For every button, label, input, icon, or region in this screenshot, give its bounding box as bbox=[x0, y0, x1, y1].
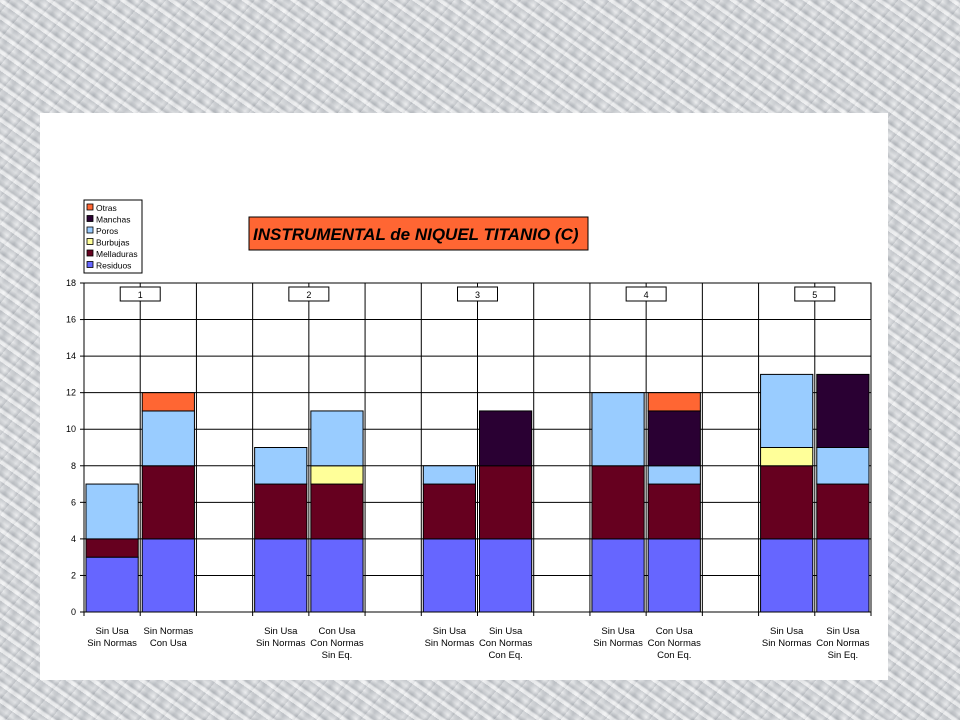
group-label-box bbox=[119, 286, 161, 302]
bar-segment-residuos bbox=[591, 538, 645, 613]
y-tick-label: 18 bbox=[66, 278, 76, 288]
x-category-label: Sin Usa Sin Normas bbox=[762, 626, 812, 649]
bar-segment-otras bbox=[141, 392, 195, 412]
bar-segment-poros bbox=[422, 465, 476, 485]
legend-label: Burbujas bbox=[96, 238, 130, 248]
legend-swatch-poros bbox=[86, 226, 94, 234]
bar-segment-poros bbox=[310, 410, 364, 467]
bar-segment-residuos bbox=[85, 556, 139, 613]
y-tick-label: 14 bbox=[66, 351, 76, 361]
group-label-box bbox=[457, 286, 498, 302]
bar-segment-poros bbox=[141, 410, 195, 467]
legend-label: Melladuras bbox=[96, 249, 138, 259]
bar-segment-manchas bbox=[816, 373, 870, 448]
bar-segment-burbujas bbox=[310, 465, 364, 485]
group-label: 1 bbox=[138, 290, 143, 300]
bar-segment-residuos bbox=[816, 538, 870, 613]
group-label: 3 bbox=[475, 290, 480, 300]
x-category-label: Sin Usa Sin Normas bbox=[87, 626, 137, 649]
x-category-label: Sin Usa Sin Normas bbox=[256, 626, 306, 649]
bar-segment-melladuras bbox=[422, 483, 476, 540]
y-tick-label: 6 bbox=[71, 497, 76, 507]
y-tick-label: 2 bbox=[71, 570, 76, 580]
bar-segment-melladuras bbox=[647, 483, 701, 540]
chart-title: INSTRUMENTAL de NIQUEL TITANIO (C) bbox=[253, 225, 579, 244]
x-category-label: Sin Usa Con Normas Sin Eq. bbox=[816, 626, 870, 661]
bar-segment-poros bbox=[254, 447, 308, 485]
bar-segment-residuos bbox=[479, 538, 533, 613]
legend-label: Otras bbox=[96, 203, 117, 213]
legend-swatch-residuos bbox=[86, 261, 94, 268]
bar-segment-residuos bbox=[422, 538, 476, 613]
bar-segment-manchas bbox=[647, 410, 701, 467]
group-label: 5 bbox=[812, 290, 817, 300]
bar-segment-burbujas bbox=[760, 447, 814, 467]
bar-segment-poros bbox=[760, 373, 814, 448]
chart-panel: INSTRUMENTAL de NIQUEL TITANIO (C) Otras… bbox=[40, 113, 888, 680]
legend-swatch-manchas bbox=[86, 215, 94, 222]
y-tick-label: 16 bbox=[66, 315, 76, 325]
group-label: 2 bbox=[306, 290, 311, 300]
x-category-label: Con Usa Con Normas Sin Eq. bbox=[310, 626, 364, 661]
legend-label: Manchas bbox=[96, 215, 131, 225]
y-tick-label: 10 bbox=[66, 424, 76, 434]
y-tick-label: 4 bbox=[71, 534, 76, 544]
x-category-label: Sin Usa Con Normas Con Eq. bbox=[479, 626, 533, 661]
x-category-label: Sin Usa Sin Normas bbox=[425, 626, 475, 649]
x-category-label: Con Usa Con Normas Con Eq. bbox=[648, 626, 702, 661]
bar-segment-residuos bbox=[310, 538, 364, 613]
y-tick-label: 12 bbox=[66, 388, 76, 398]
legend-swatch-otras bbox=[86, 203, 94, 211]
group-label-box bbox=[288, 286, 330, 302]
bar-segment-residuos bbox=[647, 538, 701, 613]
bar-segment-poros bbox=[816, 447, 870, 485]
stacked-bar-chart: INSTRUMENTAL de NIQUEL TITANIO (C) Otras… bbox=[66, 199, 872, 661]
y-tick-label: 8 bbox=[71, 461, 76, 471]
bar-segment-poros bbox=[591, 392, 645, 467]
bar-segment-otras bbox=[647, 392, 701, 412]
y-tick-label: 0 bbox=[71, 607, 76, 617]
group-label-box bbox=[625, 286, 667, 302]
bar-segment-residuos bbox=[141, 538, 195, 613]
legend-swatch-melladuras bbox=[86, 249, 94, 257]
group-label-box bbox=[794, 286, 836, 302]
bar-segment-poros bbox=[647, 465, 701, 485]
bar-segment-melladuras bbox=[816, 483, 870, 540]
legend-label: Poros bbox=[96, 226, 118, 236]
bar-segment-melladuras bbox=[141, 465, 195, 540]
bar-segment-melladuras bbox=[479, 465, 533, 540]
x-category-label: Sin Usa Sin Normas bbox=[593, 626, 643, 649]
bar-segment-residuos bbox=[254, 538, 308, 613]
legend-swatch-burbujas bbox=[86, 238, 94, 245]
legend-label: Residuos bbox=[96, 261, 131, 271]
x-category-label: Sin Normas Con Usa bbox=[144, 626, 194, 649]
bar-segment-melladuras bbox=[760, 465, 814, 540]
legend-frame bbox=[83, 199, 143, 274]
group-label: 4 bbox=[644, 290, 649, 300]
bar-segment-residuos bbox=[760, 538, 814, 613]
bar-segment-poros bbox=[85, 483, 139, 540]
bar-segment-melladuras bbox=[591, 465, 645, 540]
bar-segment-melladuras bbox=[310, 483, 364, 540]
bar-segment-manchas bbox=[479, 410, 533, 467]
chart-title-box: INSTRUMENTAL de NIQUEL TITANIO (C) bbox=[248, 216, 589, 251]
bar-segment-melladuras bbox=[85, 538, 139, 558]
bar-segment-melladuras bbox=[254, 483, 308, 540]
